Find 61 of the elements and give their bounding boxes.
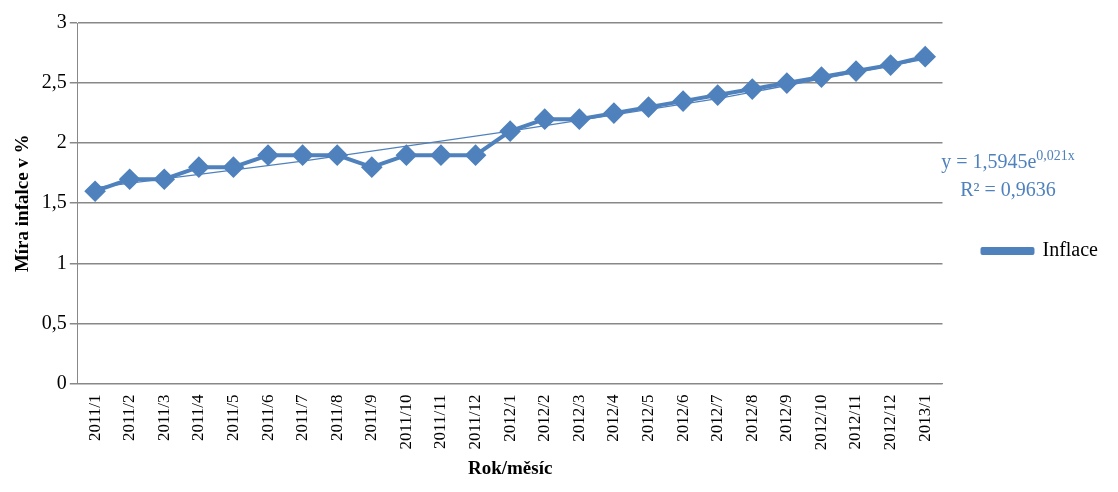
x-tick-label: 2012/8 bbox=[741, 394, 761, 442]
y-axis-title: Míra infalce v % bbox=[11, 134, 33, 273]
x-tick-label: 2012/4 bbox=[603, 393, 623, 442]
x-tick-label: 2011/2 bbox=[119, 394, 139, 442]
point bbox=[188, 157, 209, 178]
point bbox=[534, 109, 555, 130]
x-tick-label: 2011/11 bbox=[430, 394, 450, 449]
point bbox=[430, 145, 451, 166]
x-tick-label: 2011/6 bbox=[257, 394, 277, 442]
point bbox=[915, 46, 936, 67]
x-tick-label: 2012/6 bbox=[672, 394, 692, 442]
point bbox=[119, 169, 140, 190]
y-tick-label: 3 bbox=[56, 10, 67, 33]
point bbox=[673, 91, 694, 112]
x-tick-label: 2011/12 bbox=[465, 394, 485, 450]
x-tick-label: 2012/12 bbox=[880, 394, 900, 451]
point bbox=[880, 55, 901, 76]
x-tick-label: 2011/7 bbox=[292, 393, 312, 442]
x-tick-label: 2011/9 bbox=[361, 394, 381, 442]
point bbox=[223, 157, 244, 178]
y-tick-label: 0,5 bbox=[41, 310, 67, 333]
point bbox=[500, 121, 521, 142]
point bbox=[776, 73, 797, 94]
point bbox=[396, 145, 417, 166]
point bbox=[638, 97, 659, 118]
x-tick-label: 2012/9 bbox=[776, 394, 796, 442]
point bbox=[327, 145, 348, 166]
x-tick-label: 2013/1 bbox=[914, 394, 934, 442]
point bbox=[292, 145, 313, 166]
x-tick-label: 2011/1 bbox=[84, 394, 104, 442]
point bbox=[707, 85, 728, 106]
x-axis-title: Rok/měsíc bbox=[467, 456, 553, 478]
point bbox=[465, 145, 486, 166]
x-tick-label: 2012/5 bbox=[637, 394, 657, 442]
x-tick-label: 2011/3 bbox=[153, 394, 173, 442]
point bbox=[742, 79, 763, 100]
point bbox=[361, 157, 382, 178]
point bbox=[258, 145, 279, 166]
y-tick-label: 1 bbox=[56, 250, 67, 273]
x-tick-label: 2011/8 bbox=[326, 394, 346, 442]
legend-label: Inflace bbox=[1042, 238, 1099, 261]
point bbox=[154, 169, 175, 190]
point bbox=[603, 103, 624, 124]
x-tick-label: 2012/1 bbox=[499, 394, 519, 442]
y-tick-label: 2,5 bbox=[41, 70, 67, 93]
y-tick-label: 2 bbox=[56, 130, 67, 153]
point bbox=[569, 109, 590, 130]
x-tick-label: 2012/10 bbox=[810, 394, 830, 451]
x-tick-label: 2012/3 bbox=[568, 394, 588, 442]
x-tick-label: 2012/2 bbox=[534, 394, 554, 442]
x-tick-label: 2011/5 bbox=[222, 394, 242, 442]
y-tick-label: 1,5 bbox=[41, 190, 67, 213]
point bbox=[846, 61, 867, 82]
x-tick-label: 2012/11 bbox=[845, 394, 865, 450]
y-tick-label: 0 bbox=[56, 370, 67, 393]
point bbox=[85, 181, 106, 202]
x-tick-label: 2011/10 bbox=[395, 394, 415, 450]
x-tick-label: 2012/7 bbox=[707, 393, 727, 442]
text: R² = 0,9636 bbox=[960, 178, 1056, 200]
point bbox=[811, 67, 832, 88]
x-tick-label: 2011/4 bbox=[188, 393, 208, 442]
